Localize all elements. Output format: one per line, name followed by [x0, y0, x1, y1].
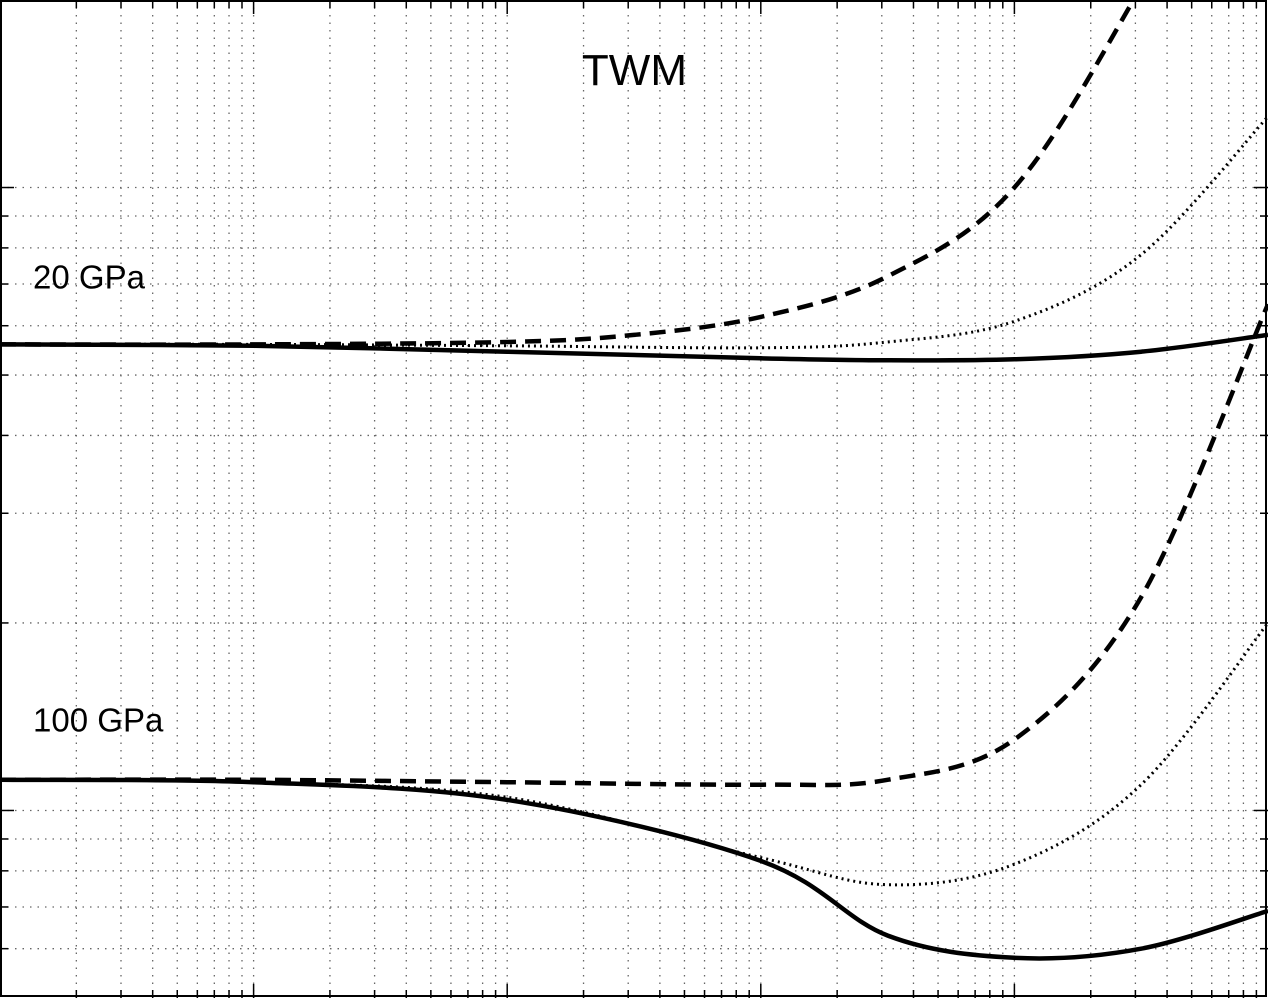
series-dotted-100gpa [0, 621, 1268, 887]
series-dashed-100gpa [0, 303, 1268, 788]
series-solid-20gpa [0, 332, 1268, 363]
series-dotted-20gpa [0, 115, 1268, 350]
series-solid-100gpa [0, 777, 1268, 961]
annotation-20-gpa: 20 GPa [33, 258, 146, 295]
series-dashed-20gpa [0, 0, 1137, 347]
chart-series-layer [0, 0, 1268, 961]
chart-annotations: TWM 20 GPa 100 GPa [33, 46, 687, 738]
annotation-100-gpa: 100 GPa [33, 701, 164, 738]
annotation-twm: TWM [582, 46, 687, 95]
